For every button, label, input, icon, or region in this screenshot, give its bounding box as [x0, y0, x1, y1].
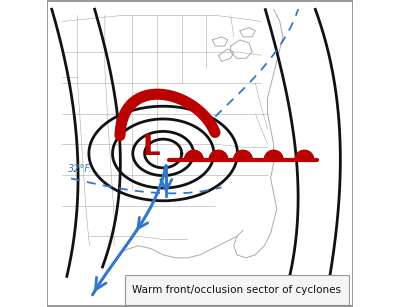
Polygon shape — [264, 150, 283, 160]
Text: L: L — [142, 133, 160, 161]
Polygon shape — [295, 150, 314, 160]
Polygon shape — [234, 150, 252, 160]
Text: Warm front/occlusion sector of cyclones: Warm front/occlusion sector of cyclones — [132, 285, 341, 295]
Text: 32°F.: 32°F. — [68, 164, 93, 174]
FancyBboxPatch shape — [125, 275, 349, 305]
Polygon shape — [185, 150, 203, 160]
Polygon shape — [209, 150, 228, 160]
